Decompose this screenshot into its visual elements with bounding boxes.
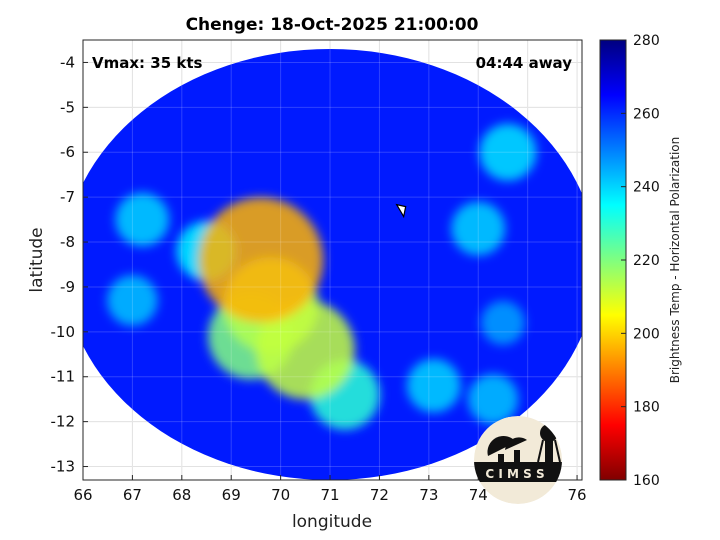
- x-tick-label: 74: [469, 486, 488, 504]
- y-tick-label: -10: [51, 323, 76, 341]
- cold-feature: [406, 358, 461, 413]
- y-tick-label: -6: [60, 143, 75, 161]
- x-tick-label: 71: [320, 486, 339, 504]
- y-axis-label: latitude: [27, 227, 47, 292]
- vmax-annotation: Vmax: 35 kts: [92, 54, 202, 72]
- x-tick-label: 76: [568, 486, 587, 504]
- colorbar-tick-label: 240: [633, 180, 660, 196]
- y-tick-label: -5: [60, 98, 75, 116]
- colorbar-tick-label: 200: [633, 326, 660, 342]
- y-tick-label: -9: [60, 278, 75, 296]
- cold-feature: [115, 192, 170, 247]
- cold-features: [107, 123, 537, 430]
- x-axis-label: longitude: [292, 512, 372, 532]
- cold-feature: [467, 373, 519, 425]
- colorbar-tick-label: 260: [633, 106, 660, 122]
- chart-title: Chenge: 18-Oct-2025 21:00:00: [186, 15, 479, 35]
- storm-center-symbol: [395, 203, 407, 219]
- x-tick-label: 66: [73, 486, 92, 504]
- storm-center-marker: [395, 203, 407, 219]
- y-tick-label: -11: [51, 368, 76, 386]
- cimss-logo: C I M S S: [474, 416, 562, 504]
- cold-feature: [480, 300, 525, 345]
- y-tick-label: -13: [51, 458, 76, 476]
- x-tick-label: 72: [370, 486, 389, 504]
- colorbar-tick-label: 280: [633, 33, 660, 49]
- y-tick-label: -12: [51, 413, 76, 431]
- cold-feature: [479, 123, 537, 181]
- x-tick-label: 68: [172, 486, 191, 504]
- cold-feature: [107, 275, 158, 326]
- x-tick-label: 67: [123, 486, 142, 504]
- y-axis: -4 -5 -6 -7 -8 -9 -10 -11 -12 -13: [51, 53, 88, 476]
- y-tick-label: -7: [60, 188, 75, 206]
- cold-feature: [255, 300, 355, 400]
- cimss-logo-text: C I M S S: [485, 467, 544, 481]
- y-tick-label: -4: [60, 53, 75, 71]
- colorbar: 160 180 200 220 240 260 280 Brightness Temp - …: [599, 33, 682, 489]
- x-tick-label: 73: [419, 486, 438, 504]
- colorbar-tick-label: 220: [633, 253, 660, 269]
- plot-frame: [82, 39, 583, 481]
- colorbar-label: Brightness Temp - Horizontal Polarizatio…: [668, 137, 682, 384]
- cold-feature: [451, 201, 506, 256]
- x-tick-label: 70: [271, 486, 290, 504]
- swath-background: [83, 49, 582, 480]
- colorbar-tick-label: 160: [633, 473, 660, 489]
- x-tick-label: 69: [222, 486, 241, 504]
- colorbar-tick-label: 180: [633, 400, 660, 416]
- cold-feature: [198, 197, 324, 323]
- y-tick-label: -8: [60, 233, 75, 251]
- time-away-annotation: 04:44 away: [476, 54, 573, 72]
